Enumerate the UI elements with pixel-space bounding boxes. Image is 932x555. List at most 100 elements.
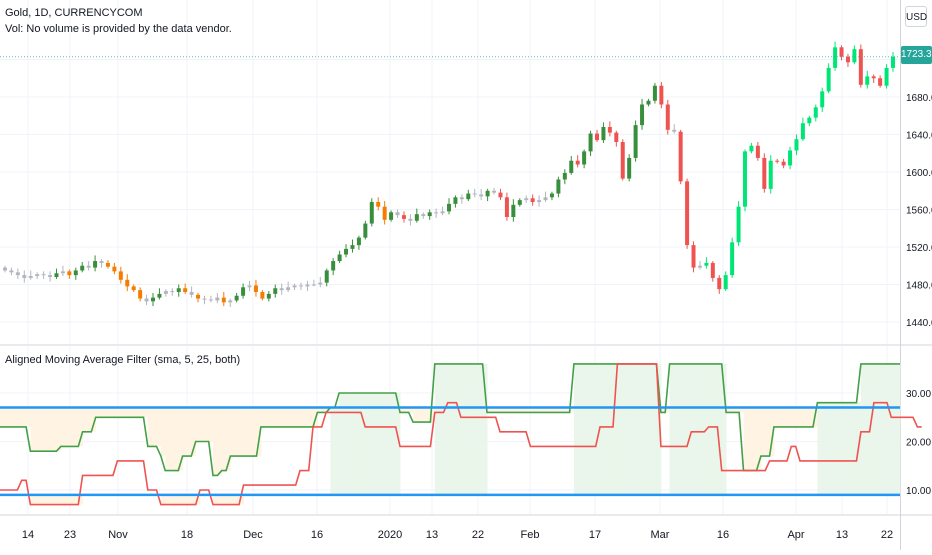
bear-fill-bottom	[60, 494, 66, 505]
bull-fill	[573, 363, 579, 495]
candle-body	[22, 275, 27, 278]
candle-body	[318, 282, 323, 285]
bear-fill-bottom	[182, 494, 188, 505]
bear-fill-top	[204, 407, 210, 442]
time-axis-label: 13	[426, 529, 438, 541]
bear-fill-top	[308, 407, 314, 427]
bull-fill	[873, 363, 879, 495]
bear-fill-bottom	[173, 494, 179, 505]
bear-fill-top	[304, 407, 310, 427]
bear-fill-top	[752, 407, 758, 471]
bear-fill-bottom	[165, 494, 171, 505]
bull-fill	[895, 363, 901, 495]
bear-fill-bottom	[73, 494, 79, 505]
candle-body	[788, 150, 793, 166]
symbol-label[interactable]: Gold, 1D, CURRENCYCOM	[5, 7, 143, 19]
bull-fill	[721, 363, 727, 495]
candle-body	[459, 197, 464, 200]
bull-fill	[626, 363, 631, 495]
candle-body	[492, 190, 497, 193]
time-axis-label: Mar	[651, 529, 670, 541]
bear-fill-top	[221, 407, 227, 471]
candle-body	[163, 291, 168, 294]
candle-body	[569, 160, 574, 173]
bear-fill-top	[134, 407, 140, 418]
bear-fill-top	[269, 407, 275, 427]
candle-body	[762, 157, 767, 189]
candle-body	[871, 76, 876, 79]
candle-body	[215, 297, 220, 301]
candle-body	[884, 67, 889, 86]
candle-body	[183, 288, 188, 292]
volume-note: Vol: No volume is provided by the data v…	[5, 23, 232, 35]
candle-body	[672, 129, 677, 132]
bull-fill	[878, 363, 884, 495]
bull-fill	[700, 363, 705, 495]
indicator-label[interactable]: Aligned Moving Average Filter (sma, 5, 2…	[5, 354, 241, 366]
bear-fill-top	[526, 407, 531, 413]
bull-fill	[447, 363, 453, 495]
candle-body	[517, 200, 522, 205]
candle-body	[549, 193, 554, 198]
bear-fill-top	[234, 407, 240, 457]
candle-body	[749, 145, 754, 152]
bear-fill-top	[278, 407, 284, 427]
candle-body	[395, 212, 400, 216]
bull-fill	[691, 363, 697, 495]
bull-fill	[434, 363, 440, 495]
candle-body	[421, 214, 426, 217]
candle-body	[118, 271, 123, 280]
candle-body	[350, 245, 355, 249]
candle-body	[485, 190, 490, 197]
bull-fill	[647, 363, 653, 495]
bear-fill-bottom	[30, 494, 36, 505]
candle-body	[363, 223, 368, 238]
bull-fill	[604, 363, 610, 495]
bear-fill-top	[73, 407, 79, 447]
bear-fill-top	[69, 407, 75, 447]
bull-fill	[652, 363, 658, 495]
time-axis-label: 14	[22, 529, 34, 541]
currency-button[interactable]: USD	[905, 6, 927, 27]
time-axis-label: Apr	[787, 529, 804, 541]
bear-fill-bottom	[230, 494, 236, 505]
bear-fill-top	[495, 407, 501, 413]
candle-body	[743, 151, 747, 207]
candle-body	[652, 85, 657, 101]
bull-fill	[817, 402, 823, 495]
time-axis-label: 23	[64, 529, 76, 541]
candle-body	[839, 47, 844, 57]
bull-fill	[382, 393, 388, 495]
bear-fill-top	[800, 407, 805, 427]
bull-fill	[865, 363, 871, 495]
candle-body	[389, 212, 394, 220]
bear-fill-top	[426, 407, 431, 423]
bear-fill-top	[291, 407, 297, 427]
bear-fill-top	[530, 407, 536, 413]
bull-fill	[386, 393, 392, 495]
bear-fill-bottom	[169, 494, 175, 505]
bear-fill-top	[195, 407, 201, 442]
candle-body	[575, 160, 580, 165]
candle-body	[768, 160, 773, 189]
bear-fill-top	[730, 407, 736, 413]
bear-fill-top	[239, 407, 244, 457]
candle-body	[807, 117, 812, 124]
bull-fill	[443, 363, 449, 495]
candle-body	[755, 145, 760, 158]
time-axis-label: 17	[589, 529, 601, 541]
price-tick-label: 1480.00	[906, 281, 932, 292]
bull-fill	[456, 363, 462, 495]
candle-body	[543, 197, 548, 201]
price-tick-label: 1520.00	[906, 243, 932, 254]
bear-fill-top	[126, 407, 131, 418]
candle-body	[852, 49, 857, 63]
bull-fill	[669, 363, 675, 495]
bear-fill-top	[300, 407, 305, 427]
candle-body	[408, 218, 413, 221]
candle-body	[472, 193, 477, 195]
candle-body	[208, 299, 213, 301]
bear-fill-top	[500, 407, 505, 413]
bear-fill-top	[191, 407, 197, 457]
candle-body	[601, 127, 606, 141]
